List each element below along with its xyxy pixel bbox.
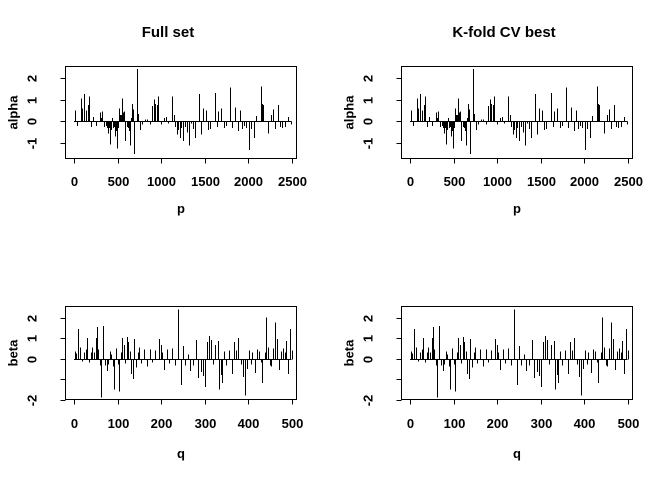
y-tick-label: 0 — [25, 118, 40, 125]
spike-series — [411, 309, 629, 398]
x-tick-label: 2000 — [234, 174, 263, 189]
y-axis-ticks — [60, 318, 66, 401]
plot-bottom-right: 0 100 200 300 400 500 -2 0 1 2 q beta — [342, 306, 640, 461]
x-tick-label: 300 — [531, 416, 553, 431]
y-tick-label: 1 — [25, 335, 40, 342]
y-axis-ticks — [396, 318, 402, 401]
plot-bottom-left: 0 100 200 300 400 500 -2 0 1 2 q beta — [6, 306, 304, 461]
x-tick-label: 1500 — [191, 174, 220, 189]
plot-top-left: 0 500 1000 1500 2000 2500 -1 0 1 2 p alpha — [6, 66, 307, 216]
plot-box — [401, 306, 633, 400]
x-tick-label: 1000 — [483, 174, 512, 189]
y-axis-ticks — [396, 78, 402, 144]
plot-box — [401, 66, 633, 159]
y-tick-label: -2 — [361, 395, 376, 407]
panel-top-left: 0 500 1000 1500 2000 2500 -1 0 1 2 p alpha Full set — [0, 0, 336, 240]
y-tick-label: 0 — [361, 118, 376, 125]
y-tick-label: -1 — [361, 138, 376, 150]
spike-series — [75, 309, 293, 398]
panel-top-right: 0 500 1000 1500 2000 2500 -1 0 1 2 p alpha K-fold C… — [336, 0, 672, 240]
spike-series — [411, 69, 628, 155]
y-tick-label: 1 — [361, 97, 376, 104]
x-tick-label: 0 — [407, 416, 414, 431]
y-tick-label: 2 — [25, 315, 40, 322]
y-axis-label: beta — [342, 339, 357, 367]
spike-series — [75, 69, 292, 155]
x-tick-label: 500 — [444, 174, 466, 189]
x-tick-label: 0 — [407, 174, 414, 189]
x-tick-label: 200 — [151, 416, 173, 431]
y-tick-label: 2 — [361, 75, 376, 82]
plot-top-right: 0 500 1000 1500 2000 2500 -1 0 1 2 p alpha — [342, 66, 643, 216]
x-tick-label: 1500 — [527, 174, 556, 189]
x-axis-label: p — [177, 201, 185, 216]
plot-box — [65, 306, 297, 400]
x-tick-label: 2000 — [570, 174, 599, 189]
y-tick-label: 0 — [361, 356, 376, 363]
y-tick-label: -1 — [25, 138, 40, 150]
x-tick-label: 500 — [282, 416, 304, 431]
x-tick-label: 0 — [71, 416, 78, 431]
x-tick-label: 200 — [487, 416, 509, 431]
y-axis-label: beta — [6, 339, 21, 367]
y-axis-label: alpha — [6, 95, 21, 130]
x-tick-label: 300 — [195, 416, 217, 431]
x-tick-label: 2500 — [278, 174, 307, 189]
y-tick-label: -2 — [25, 395, 40, 407]
y-tick-label: 1 — [25, 97, 40, 104]
x-axis-label: q — [177, 446, 185, 461]
x-tick-label: 500 — [618, 416, 640, 431]
x-axis-label: p — [513, 201, 521, 216]
panel-bottom-left: 0 100 200 300 400 500 -2 0 1 2 q beta — [0, 240, 336, 480]
x-axis-ticks — [74, 399, 293, 405]
x-tick-label: 400 — [238, 416, 260, 431]
x-axis-ticks — [410, 399, 629, 405]
y-tick-label: 2 — [361, 315, 376, 322]
x-tick-label: 500 — [108, 174, 130, 189]
y-axis-ticks — [60, 78, 66, 144]
x-axis-label: q — [513, 446, 521, 461]
plot-box — [65, 66, 297, 159]
x-tick-label: 2500 — [614, 174, 643, 189]
x-tick-label: 100 — [108, 416, 130, 431]
x-axis-ticks — [74, 158, 293, 164]
x-tick-label: 0 — [71, 174, 78, 189]
x-tick-label: 1000 — [147, 174, 176, 189]
y-tick-label: 1 — [361, 335, 376, 342]
panel-bottom-right: 0 100 200 300 400 500 -2 0 1 2 q beta — [336, 240, 672, 480]
x-tick-label: 100 — [444, 416, 466, 431]
y-axis-label: alpha — [342, 95, 357, 130]
y-tick-label: 0 — [25, 356, 40, 363]
x-tick-label: 400 — [574, 416, 596, 431]
y-tick-label: 2 — [25, 75, 40, 82]
x-axis-ticks — [410, 158, 629, 164]
